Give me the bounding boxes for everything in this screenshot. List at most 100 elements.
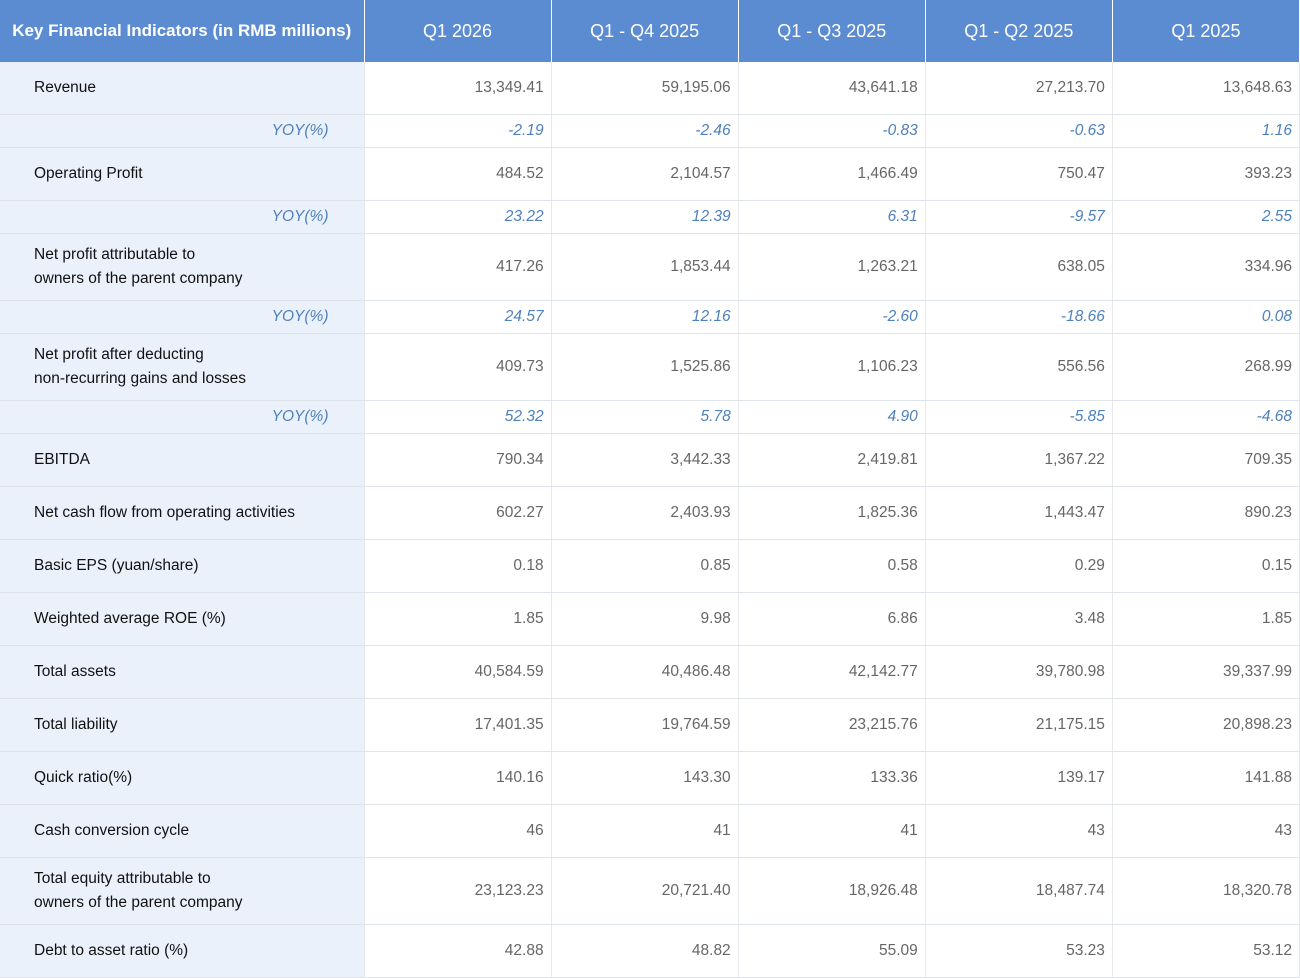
yoy-row: YOY(%) 24.57 12.16 -2.60 -18.66 0.08 — [0, 300, 1300, 334]
value-cell: 3.48 — [925, 592, 1113, 646]
value-cell: 139.17 — [925, 751, 1113, 805]
column-header: Q1 2025 — [1112, 0, 1300, 62]
column-header: Key Financial Indicators (in RMB million… — [0, 0, 365, 62]
yoy-cell: 2.55 — [1112, 200, 1300, 234]
value-cell: 1,825.36 — [738, 486, 926, 540]
yoy-cell: -2.19 — [364, 114, 552, 148]
yoy-cell: -2.60 — [738, 300, 926, 334]
indicator-row: EBITDA 790.34 3,442.33 2,419.81 1,367.22 709.… — [0, 433, 1300, 487]
value-cell: 409.73 — [364, 333, 552, 401]
yoy-row: YOY(%) 52.32 5.78 4.90 -5.85 -4.68 — [0, 400, 1300, 434]
value-cell: 17,401.35 — [364, 698, 552, 752]
value-cell: 1.85 — [364, 592, 552, 646]
column-header: Q1 2026 — [364, 0, 552, 62]
yoy-label: YOY(%) — [0, 400, 365, 434]
value-cell: 23,215.76 — [738, 698, 926, 752]
indicator-row: Basic EPS (yuan/share) 0.18 0.85 0.58 0.29 0.… — [0, 539, 1300, 593]
column-header: Q1 - Q2 2025 — [925, 0, 1113, 62]
value-cell: 27,213.70 — [925, 62, 1113, 115]
yoy-cell: -2.46 — [551, 114, 739, 148]
value-cell: 484.52 — [364, 147, 552, 201]
value-cell: 2,403.93 — [551, 486, 739, 540]
value-cell: 133.36 — [738, 751, 926, 805]
value-cell: 43 — [1112, 804, 1300, 858]
indicator-row: Total equity attributable to owners of t… — [0, 857, 1300, 925]
indicator-row: Quick ratio(%) 140.16 143.30 133.36 139.17 14… — [0, 751, 1300, 805]
indicator-row: Cash conversion cycle 46 41 41 43 43 — [0, 804, 1300, 858]
yoy-cell: -5.85 — [925, 400, 1113, 434]
column-header: Q1 - Q3 2025 — [738, 0, 926, 62]
row-label: Total equity attributable to owners of t… — [0, 857, 365, 925]
row-label: Cash conversion cycle — [0, 804, 365, 858]
value-cell: 2,104.57 — [551, 147, 739, 201]
value-cell: 141.88 — [1112, 751, 1300, 805]
value-cell: 602.27 — [364, 486, 552, 540]
indicator-row: Net cash flow from operating activities 6… — [0, 486, 1300, 540]
value-cell: 0.15 — [1112, 539, 1300, 593]
value-cell: 20,721.40 — [551, 857, 739, 925]
value-cell: 638.05 — [925, 233, 1113, 301]
row-label: Revenue — [0, 62, 365, 115]
value-cell: 20,898.23 — [1112, 698, 1300, 752]
indicator-row: Net profit attributable to owners of the… — [0, 233, 1300, 301]
value-cell: 53.12 — [1112, 924, 1300, 978]
row-label: Operating Profit — [0, 147, 365, 201]
indicator-row: Revenue 13,349.41 59,195.06 43,641.18 27,213… — [0, 62, 1300, 115]
value-cell: 39,780.98 — [925, 645, 1113, 699]
yoy-cell: 5.78 — [551, 400, 739, 434]
value-cell: 393.23 — [1112, 147, 1300, 201]
value-cell: 334.96 — [1112, 233, 1300, 301]
table-body: Revenue 13,349.41 59,195.06 43,641.18 27,213… — [0, 62, 1300, 978]
value-cell: 268.99 — [1112, 333, 1300, 401]
row-label: Net profit attributable to owners of the… — [0, 233, 365, 301]
value-cell: 140.16 — [364, 751, 552, 805]
value-cell: 41 — [738, 804, 926, 858]
value-cell: 1,466.49 — [738, 147, 926, 201]
row-label: Weighted average ROE (%) — [0, 592, 365, 646]
value-cell: 13,349.41 — [364, 62, 552, 115]
row-label: EBITDA — [0, 433, 365, 487]
value-cell: 3,442.33 — [551, 433, 739, 487]
value-cell: 59,195.06 — [551, 62, 739, 115]
value-cell: 750.47 — [925, 147, 1113, 201]
value-cell: 53.23 — [925, 924, 1113, 978]
value-cell: 1,525.86 — [551, 333, 739, 401]
yoy-cell: 52.32 — [364, 400, 552, 434]
value-cell: 39,337.99 — [1112, 645, 1300, 699]
value-cell: 1.85 — [1112, 592, 1300, 646]
value-cell: 0.29 — [925, 539, 1113, 593]
value-cell: 6.86 — [738, 592, 926, 646]
indicator-row: Weighted average ROE (%) 1.85 9.98 6.86 3.48… — [0, 592, 1300, 646]
value-cell: 0.18 — [364, 539, 552, 593]
value-cell: 43,641.18 — [738, 62, 926, 115]
yoy-cell: -9.57 — [925, 200, 1113, 234]
yoy-row: YOY(%) 23.22 12.39 6.31 -9.57 2.55 — [0, 200, 1300, 234]
value-cell: 18,320.78 — [1112, 857, 1300, 925]
value-cell: 143.30 — [551, 751, 739, 805]
value-cell: 556.56 — [925, 333, 1113, 401]
value-cell: 48.82 — [551, 924, 739, 978]
yoy-cell: 23.22 — [364, 200, 552, 234]
value-cell: 417.26 — [364, 233, 552, 301]
value-cell: 42,142.77 — [738, 645, 926, 699]
yoy-cell: 24.57 — [364, 300, 552, 334]
indicator-row: Total liability 17,401.35 19,764.59 23,215.… — [0, 698, 1300, 752]
yoy-cell: 6.31 — [738, 200, 926, 234]
row-label: Net profit after deducting non-recurring… — [0, 333, 365, 401]
value-cell: 9.98 — [551, 592, 739, 646]
yoy-cell: 1.16 — [1112, 114, 1300, 148]
row-label: Quick ratio(%) — [0, 751, 365, 805]
value-cell: 790.34 — [364, 433, 552, 487]
row-label: Total liability — [0, 698, 365, 752]
value-cell: 43 — [925, 804, 1113, 858]
yoy-cell: 0.08 — [1112, 300, 1300, 334]
value-cell: 1,443.47 — [925, 486, 1113, 540]
yoy-label: YOY(%) — [0, 300, 365, 334]
indicator-row: Operating Profit 484.52 2,104.57 1,466.49 75… — [0, 147, 1300, 201]
value-cell: 40,486.48 — [551, 645, 739, 699]
value-cell: 21,175.15 — [925, 698, 1113, 752]
value-cell: 55.09 — [738, 924, 926, 978]
indicator-row: Net profit after deducting non-recurring… — [0, 333, 1300, 401]
value-cell: 1,263.21 — [738, 233, 926, 301]
